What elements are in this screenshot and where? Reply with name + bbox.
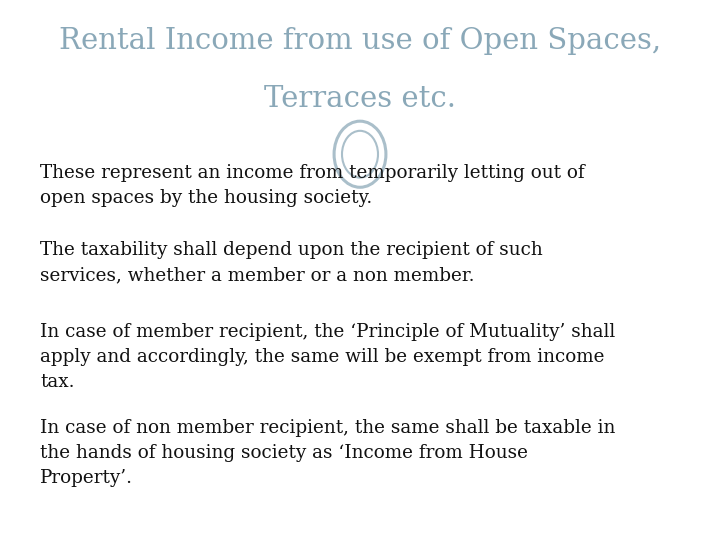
Text: Terraces etc.: Terraces etc. <box>264 85 456 113</box>
Text: These represent an income from temporarily letting out of
open spaces by the hou: These represent an income from temporari… <box>40 164 585 207</box>
Text: In case of member recipient, the ‘Principle of Mutuality’ shall
apply and accord: In case of member recipient, the ‘Princi… <box>40 322 616 390</box>
Text: Rental Income from use of Open Spaces,: Rental Income from use of Open Spaces, <box>59 28 661 55</box>
Text: The taxability shall depend upon the recipient of such
services, whether a membe: The taxability shall depend upon the rec… <box>40 241 543 284</box>
Text: In case of non member recipient, the same shall be taxable in
the hands of housi: In case of non member recipient, the sam… <box>40 419 616 487</box>
